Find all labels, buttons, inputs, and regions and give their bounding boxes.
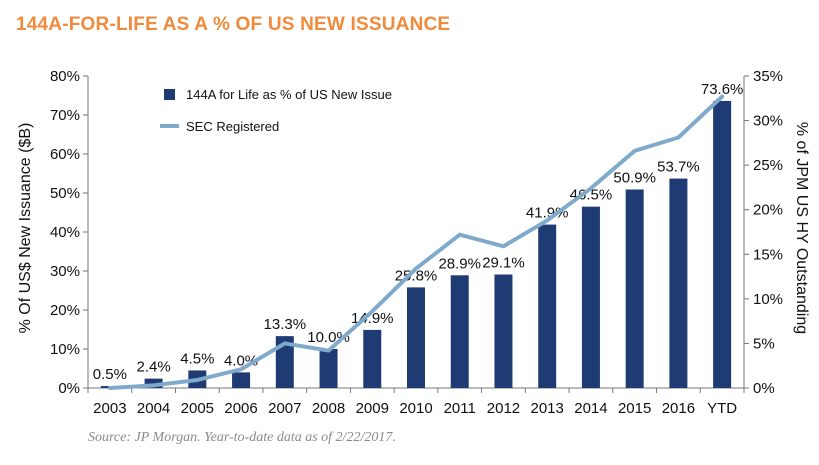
x-tick-label: 2004: [137, 400, 170, 417]
bar: [450, 275, 469, 388]
y-axis-right-title: % of JPM US HY Outstanding: [793, 122, 810, 334]
bar: [538, 224, 557, 388]
bar: [232, 372, 251, 388]
y-left-tick-label: 70%: [50, 107, 80, 124]
x-tick-label: 2016: [662, 400, 695, 417]
y-right-tick-label: 15%: [753, 246, 783, 263]
y-left-tick-label: 10%: [50, 341, 80, 358]
x-tick-label: 2012: [487, 400, 520, 417]
bar-data-label: 50.9%: [613, 169, 656, 186]
y-right-tick-label: 35%: [753, 68, 783, 85]
bar-data-labels: 0.5% 2.4% 4.5% 4.0%13.3%10.0%14.9%25.8%28.9…: [93, 81, 744, 383]
y-left-tick-label: 40%: [50, 224, 80, 241]
bar-series: [100, 100, 732, 389]
x-tick-label: 2006: [224, 400, 257, 417]
y-left-tick-label: 20%: [50, 302, 80, 319]
bar-data-label: 46.5%: [570, 187, 613, 204]
bar-data-label: 41.9%: [526, 205, 569, 222]
legend: 144A for Life as % of US New Issue SEC R…: [160, 87, 392, 134]
bar-data-label: 28.9%: [438, 255, 481, 272]
bar: [625, 189, 644, 388]
y-right-tick-label: 0%: [753, 380, 775, 397]
bar-data-label: 4.5%: [180, 350, 214, 367]
y-left-tick-label: 50%: [50, 185, 80, 202]
bar: [275, 336, 294, 388]
bar-data-label: 13.3%: [264, 316, 307, 333]
bar-data-label: 53.7%: [657, 159, 700, 176]
line-series: [107, 94, 725, 390]
y-right-tick-label: 10%: [753, 291, 783, 308]
x-tick-label: 2011: [444, 400, 476, 417]
x-tick-label: YTD: [707, 400, 737, 417]
x-tick-label: 2013: [531, 400, 564, 417]
bar-data-label: 29.1%: [482, 255, 525, 272]
sec-registered-line: [107, 94, 725, 390]
y-left-tick-label: 60%: [50, 146, 80, 163]
x-tick-label: 2009: [356, 400, 389, 417]
bar: [494, 274, 513, 388]
x-tick-label: 2008: [312, 400, 345, 417]
bar: [407, 287, 425, 388]
x-tick-label: 2005: [181, 400, 214, 417]
bar: [713, 100, 732, 389]
y-right-tick-label: 5%: [753, 335, 775, 352]
bar-data-label: 2.4%: [136, 359, 170, 376]
y-right-tick-label: 25%: [753, 157, 783, 174]
y-left-tick-label: 30%: [50, 263, 80, 280]
bar-data-label: 73.6%: [701, 81, 744, 98]
y-left-tick-label: 0%: [58, 380, 80, 397]
x-tick-label: 2003: [93, 400, 126, 417]
bar: [669, 178, 688, 388]
chart-axes: 0% 10% 20% 30% 40% 50% 60% 70% 80% 0% 5% 10% 15% 20% 2…: [50, 68, 783, 417]
y-axis-left-title: % Of US$ New Issuance ($B): [17, 123, 34, 334]
legend-swatch-bar: [164, 89, 175, 100]
bar: [363, 329, 382, 388]
x-tick-label: 2014: [574, 400, 607, 417]
y-left-tick-label: 80%: [50, 68, 80, 85]
x-tick-label: 2010: [399, 400, 432, 417]
y-right-tick-label: 20%: [753, 202, 783, 219]
bar: [319, 349, 338, 388]
legend-label-line: SEC Registered: [186, 119, 279, 134]
bar-data-label: 0.5%: [93, 366, 127, 383]
x-tick-label: 2015: [618, 400, 651, 417]
chart-title: 144A-FOR-LIFE AS A % OF US NEW ISSUANCE: [16, 14, 451, 35]
legend-label-bar: 144A for Life as % of US New Issue: [186, 87, 392, 102]
x-tick-label: 2007: [268, 400, 301, 417]
source-note: Source: JP Morgan. Year-to-date data as …: [88, 430, 396, 445]
bar: [581, 206, 600, 388]
y-right-tick-label: 30%: [753, 113, 783, 130]
